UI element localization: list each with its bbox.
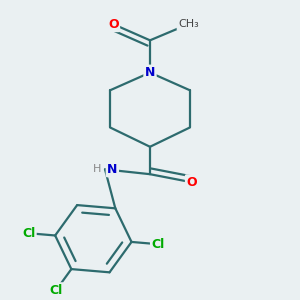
- Text: O: O: [186, 176, 197, 189]
- Text: CH₃: CH₃: [178, 19, 199, 29]
- Text: H: H: [92, 164, 101, 174]
- Text: N: N: [145, 66, 155, 79]
- Text: Cl: Cl: [22, 227, 35, 240]
- Text: Cl: Cl: [50, 284, 63, 297]
- Text: Cl: Cl: [152, 238, 165, 251]
- Text: O: O: [108, 18, 119, 31]
- Text: N: N: [107, 163, 118, 176]
